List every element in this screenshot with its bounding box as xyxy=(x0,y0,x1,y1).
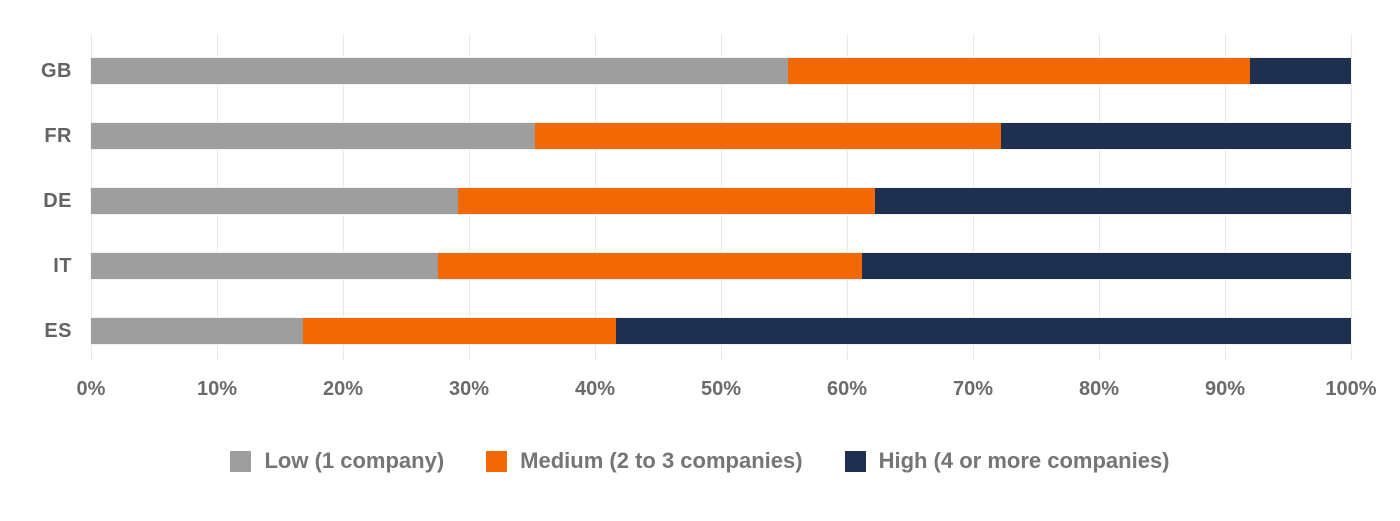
x-tick-label-60: 60% xyxy=(826,378,868,400)
legend-swatch-icon xyxy=(486,450,508,472)
x-tick-label-40: 40% xyxy=(574,378,616,400)
legend-item-series1: Medium (2 to 3 companies) xyxy=(486,448,803,474)
bar-row-fr xyxy=(90,122,1352,150)
legend-label-series1: Medium (2 to 3 companies) xyxy=(520,448,803,473)
legend-label-series0: Low (1 company) xyxy=(264,448,445,473)
bar-segment-it-series2 xyxy=(862,253,1351,279)
bar-segment-fr-series0 xyxy=(91,123,535,149)
x-tick-label-80: 80% xyxy=(1078,378,1120,400)
legend: Low (1 company) Medium (2 to 3 companies)… xyxy=(0,448,1400,474)
category-label-gb: GB xyxy=(41,60,72,82)
bar-row-gb xyxy=(90,57,1352,85)
bar-row-it xyxy=(90,252,1352,280)
bar-segment-it-series0 xyxy=(91,253,438,279)
bar-segment-fr-series1 xyxy=(534,123,1001,149)
legend-swatch-icon xyxy=(230,450,252,472)
x-axis: 0% 10% 20% 30% 40% 50% 60% 70% 80% 90% 100% xyxy=(77,378,1377,406)
legend-item-series2: High (4 or more companies) xyxy=(844,448,1170,474)
legend-label-series2: High (4 or more companies) xyxy=(878,448,1170,473)
bar-row-de xyxy=(90,187,1352,215)
bar-row-es xyxy=(90,317,1352,345)
bar-segment-de-series1 xyxy=(457,188,875,214)
category-label-it: IT xyxy=(53,255,72,277)
bar-segment-de-series0 xyxy=(91,188,458,214)
x-tick-label-70: 70% xyxy=(952,378,994,400)
plot-area: GB FR DE IT ES xyxy=(41,34,1352,361)
bar-segment-es-series2 xyxy=(616,318,1351,344)
bar-segment-es-series1 xyxy=(302,318,617,344)
bar-segment-gb-series0 xyxy=(91,58,788,84)
bar-segment-gb-series2 xyxy=(1250,58,1351,84)
x-tick-label-0: 0% xyxy=(76,378,106,400)
bar-segment-it-series1 xyxy=(437,253,863,279)
legend-swatch-icon xyxy=(844,450,866,472)
category-label-es: ES xyxy=(44,320,72,342)
x-tick-label-30: 30% xyxy=(448,378,490,400)
legend-item-series0: Low (1 company) xyxy=(230,448,444,474)
category-label-fr: FR xyxy=(44,125,72,147)
bar-segment-gb-series1 xyxy=(787,58,1251,84)
category-label-de: DE xyxy=(43,190,72,212)
bar-segment-de-series2 xyxy=(874,188,1351,214)
x-tick-label-100: 100% xyxy=(1325,378,1377,400)
x-tick-label-10: 10% xyxy=(196,378,238,400)
bar-segment-fr-series2 xyxy=(1000,123,1351,149)
x-tick-label-20: 20% xyxy=(322,378,364,400)
bar-segment-es-series0 xyxy=(91,318,303,344)
x-tick-label-50: 50% xyxy=(700,378,742,400)
gridline-100 xyxy=(1351,34,1352,361)
x-tick-label-90: 90% xyxy=(1204,378,1246,400)
